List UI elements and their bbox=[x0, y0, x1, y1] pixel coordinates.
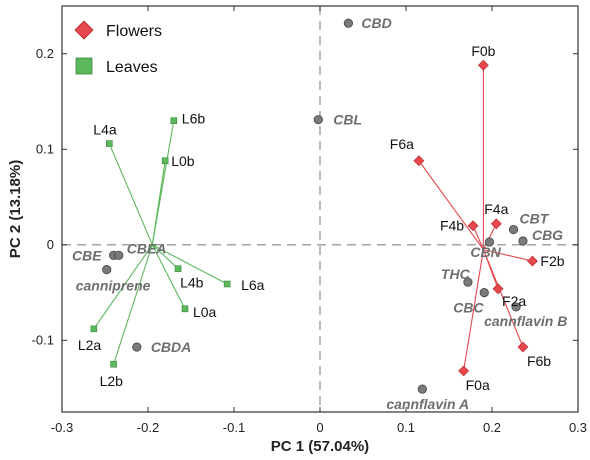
loading-CBC bbox=[479, 287, 489, 298]
spoke-L0b bbox=[151, 160, 166, 245]
point-F6a bbox=[413, 155, 425, 167]
x-axis-title: PC 1 (57.04%) bbox=[271, 438, 369, 455]
point-L2b bbox=[110, 360, 117, 368]
legend-label: Flowers bbox=[106, 23, 162, 40]
loading-label: CBDA bbox=[151, 339, 191, 355]
point-label: L2a bbox=[78, 337, 102, 353]
legend: Flowers Leaves bbox=[74, 20, 162, 76]
x-tick-label: 0.2 bbox=[483, 420, 501, 435]
point-label: L4a bbox=[93, 122, 117, 138]
loading-label: CBL bbox=[333, 112, 362, 128]
spoke-L2a bbox=[93, 244, 153, 330]
spoke-F2b bbox=[483, 249, 533, 262]
x-tick-label: 0 bbox=[316, 420, 323, 435]
point-label: L0a bbox=[193, 304, 217, 320]
loading-CBDA bbox=[132, 342, 142, 352]
loading-CBD bbox=[343, 18, 353, 28]
x-tick-label: -0.3 bbox=[51, 420, 73, 435]
point-label: L0b bbox=[171, 153, 195, 169]
point-label: L6a bbox=[241, 277, 265, 293]
loading-label: CBEA bbox=[127, 240, 167, 256]
loading-CBN bbox=[484, 237, 495, 247]
legend-label: Leaves bbox=[106, 59, 158, 76]
spoke-L4b bbox=[151, 244, 179, 270]
point-label: L4b bbox=[180, 275, 204, 291]
y-tick-label: 0.1 bbox=[36, 141, 54, 156]
loading-label: canniprene bbox=[76, 278, 151, 294]
point-L6b bbox=[170, 117, 178, 124]
loading-canniprene bbox=[102, 265, 112, 275]
spoke-F0a bbox=[463, 249, 484, 372]
point-F0b bbox=[477, 59, 489, 71]
loading-CBEA bbox=[114, 250, 124, 260]
point-label: L6b bbox=[182, 111, 206, 127]
point-label: F6a bbox=[390, 136, 414, 152]
point-F4a bbox=[490, 218, 502, 230]
axis-ticks: -0.3 -0.2 -0.1 0 0.1 0.2 0.3 -0.1 0 0.1 0.2 bbox=[32, 6, 587, 435]
point-label: F6b bbox=[527, 353, 551, 369]
spoke-L0a bbox=[151, 244, 186, 310]
point-F6b bbox=[517, 341, 529, 353]
loading-label: cannflavin A bbox=[386, 396, 469, 412]
point-F2a bbox=[492, 283, 504, 295]
point-label: F4a bbox=[484, 201, 508, 217]
sample-points bbox=[90, 59, 538, 377]
loading-label: cannflavin B bbox=[484, 313, 567, 329]
point-L2a bbox=[90, 325, 98, 333]
x-tick-label: -0.2 bbox=[137, 420, 159, 435]
loading-label: CBN bbox=[470, 244, 501, 260]
point-F4b bbox=[467, 220, 479, 232]
loading-cannflavin A bbox=[417, 384, 427, 394]
loading-label: CBE bbox=[72, 247, 102, 263]
point-L4b bbox=[174, 265, 182, 273]
point-label: F4b bbox=[440, 218, 464, 234]
point-L6a bbox=[223, 280, 231, 288]
spoke-F6a bbox=[418, 160, 484, 250]
legend-marker-leaves bbox=[75, 57, 93, 75]
loading-label: CBC bbox=[453, 300, 484, 316]
point-label: F2a bbox=[502, 293, 526, 309]
spoke-lines bbox=[93, 65, 533, 372]
y-tick-label: -0.1 bbox=[32, 332, 54, 347]
x-tick-label: 0.1 bbox=[397, 420, 415, 435]
spoke-L6a bbox=[152, 244, 228, 285]
point-label: F0a bbox=[466, 377, 490, 393]
point-F2b bbox=[526, 255, 538, 267]
x-tick-label: 0.3 bbox=[569, 420, 587, 435]
loading-label: CBG bbox=[532, 227, 563, 243]
legend-marker-flowers bbox=[74, 20, 94, 40]
point-L4a bbox=[106, 140, 113, 147]
reference-lines bbox=[62, 6, 578, 412]
y-tick-label: 0 bbox=[47, 237, 54, 252]
loading-label: THC bbox=[441, 266, 471, 282]
loading-label: CBD bbox=[361, 15, 391, 31]
loading-cannflavin B bbox=[511, 302, 521, 312]
point-L0a bbox=[181, 305, 189, 313]
y-tick-label: 0.2 bbox=[36, 46, 54, 61]
loading-label: CBT bbox=[520, 211, 550, 227]
point-label: L2b bbox=[100, 373, 124, 389]
x-tick-label: -0.1 bbox=[223, 420, 245, 435]
spoke-L4a bbox=[108, 143, 153, 246]
point-F0a bbox=[458, 365, 470, 377]
point-label: F2b bbox=[540, 253, 564, 269]
y-axis-title: PC 2 (13.18%) bbox=[7, 160, 24, 258]
point-label: F0b bbox=[471, 43, 495, 59]
loading-CBT bbox=[508, 224, 519, 235]
loading-CBL bbox=[313, 115, 323, 125]
spoke-F4b bbox=[472, 225, 484, 250]
spoke-L2b bbox=[113, 244, 153, 365]
loading-points bbox=[102, 18, 528, 394]
point-L0b bbox=[161, 157, 169, 165]
loading-CBG bbox=[518, 236, 528, 246]
spoke-F6b bbox=[482, 249, 524, 348]
loading-THC bbox=[463, 277, 473, 287]
